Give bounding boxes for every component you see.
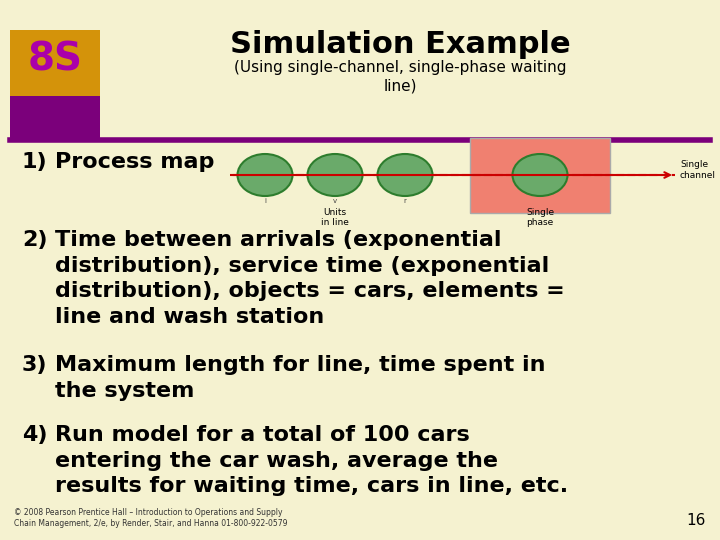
Text: Units
in line: Units in line: [321, 208, 349, 227]
Text: 1): 1): [22, 152, 48, 172]
Text: 2): 2): [22, 230, 48, 250]
Text: 3): 3): [22, 355, 48, 375]
Text: v: v: [333, 198, 337, 204]
Text: (Using single-channel, single-phase waiting
line): (Using single-channel, single-phase wait…: [234, 60, 566, 93]
Text: Time between arrivals (exponential
distribution), service time (exponential
dist: Time between arrivals (exponential distr…: [55, 230, 564, 327]
Text: i: i: [264, 198, 266, 204]
Ellipse shape: [307, 154, 362, 196]
Text: 16: 16: [687, 513, 706, 528]
Text: Process map: Process map: [55, 152, 215, 172]
Text: Simulation Example: Simulation Example: [230, 30, 570, 59]
Ellipse shape: [513, 154, 567, 196]
Text: © 2008 Pearson Prentice Hall – Introduction to Operations and Supply
Chain Manag: © 2008 Pearson Prentice Hall – Introduct…: [14, 508, 287, 528]
Text: 4): 4): [22, 425, 48, 445]
Text: Single
phase: Single phase: [526, 208, 554, 227]
Ellipse shape: [377, 154, 433, 196]
Ellipse shape: [238, 154, 292, 196]
FancyBboxPatch shape: [10, 30, 100, 96]
Text: Maximum length for line, time spent in
the system: Maximum length for line, time spent in t…: [55, 355, 546, 401]
Text: Run model for a total of 100 cars
entering the car wash, average the
results for: Run model for a total of 100 cars enteri…: [55, 425, 568, 496]
Text: Single
channel: Single channel: [680, 160, 716, 180]
Text: r: r: [404, 198, 406, 204]
FancyBboxPatch shape: [10, 96, 100, 140]
Text: 8S: 8S: [27, 40, 83, 79]
FancyBboxPatch shape: [470, 138, 610, 213]
